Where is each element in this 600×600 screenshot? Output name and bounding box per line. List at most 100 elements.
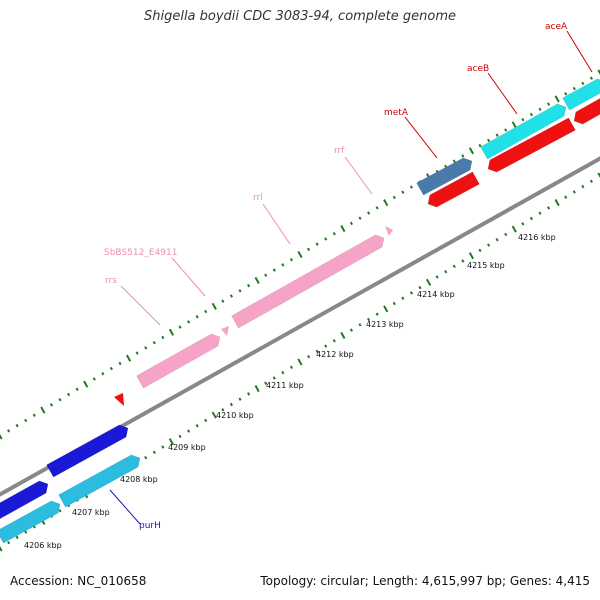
small-red-arrow[interactable] bbox=[114, 393, 124, 406]
inner-tick-43 bbox=[367, 317, 371, 322]
gene-label-purH[interactable]: purH bbox=[139, 521, 161, 531]
outer-tick-2 bbox=[15, 423, 19, 428]
outer-tick-33 bbox=[281, 263, 285, 267]
inner-tick-46 bbox=[392, 301, 396, 306]
outer-tick-38 bbox=[324, 237, 328, 241]
outer-tick-67 bbox=[572, 86, 576, 91]
outer-tick-36 bbox=[307, 247, 311, 252]
inner-tick-52 bbox=[444, 269, 448, 274]
gene-label-aceA[interactable]: aceA bbox=[545, 22, 568, 32]
outer-tick-45 bbox=[383, 199, 389, 207]
inner-tick-64 bbox=[547, 206, 551, 210]
inner-tick-45 bbox=[383, 305, 389, 313]
inner-tick-26 bbox=[221, 408, 225, 412]
gene-rrf-arrow[interactable] bbox=[385, 226, 393, 236]
outer-tick-3 bbox=[24, 418, 28, 423]
outer-tick-43 bbox=[367, 211, 371, 215]
inner-tick-57 bbox=[487, 243, 491, 247]
SbBS512-leader-line bbox=[171, 257, 206, 297]
gene-aceB-arrow[interactable] bbox=[480, 103, 567, 160]
gene-metA-arrow[interactable] bbox=[416, 157, 473, 196]
inner-tick-25 bbox=[211, 411, 217, 419]
inner-tick-40 bbox=[340, 331, 346, 339]
gene-aceA-red-arrow[interactable] bbox=[573, 97, 600, 125]
inner-tick-61 bbox=[521, 222, 525, 226]
inner-tick-36 bbox=[307, 354, 311, 359]
gene-label-aceB[interactable]: aceB bbox=[467, 64, 489, 74]
outer-tick-12 bbox=[101, 372, 105, 376]
gene-metA-red-arrow[interactable] bbox=[427, 171, 480, 208]
inner-tick-69 bbox=[589, 179, 593, 184]
gene-aceB-red-arrow[interactable] bbox=[487, 117, 576, 173]
inner-tick-27 bbox=[229, 402, 233, 407]
outer-tick-70 bbox=[597, 69, 600, 76]
outer-tick-55 bbox=[468, 147, 475, 155]
outer-tick-31 bbox=[264, 273, 268, 277]
inner-tick-56 bbox=[478, 248, 482, 253]
inner-tick-67 bbox=[572, 190, 576, 194]
inner-tick-19 bbox=[161, 445, 165, 449]
inner-tick-7 bbox=[58, 509, 62, 513]
outer-tick-46 bbox=[392, 195, 396, 200]
tick-label-4216: 4216 kbp bbox=[518, 233, 556, 242]
outer-tick-24 bbox=[204, 309, 208, 314]
inner-tick-21 bbox=[178, 434, 182, 439]
inner-tick-68 bbox=[581, 184, 585, 189]
inner-tick-66 bbox=[564, 195, 568, 199]
outer-tick-64 bbox=[547, 102, 551, 106]
inner-tick-29 bbox=[247, 392, 251, 396]
gene-labels: 4206 kbp 4207 kbp 4208 kbp 4209 kbp 4210… bbox=[24, 22, 593, 550]
tick-label-4209: 4209 kbp bbox=[168, 443, 206, 452]
accession-label: Accession: NC_010658 bbox=[10, 574, 147, 588]
gene-aceA-arrow[interactable] bbox=[562, 78, 600, 111]
tick-label-4207: 4207 kbp bbox=[72, 508, 110, 517]
tick-label-4213: 4213 kbp bbox=[366, 320, 404, 329]
tick-label-4214: 4214 kbp bbox=[417, 290, 455, 299]
gene-label-metA[interactable]: metA bbox=[384, 108, 409, 118]
outer-tick-35 bbox=[297, 250, 303, 259]
outer-tick-39 bbox=[332, 232, 336, 236]
metA-leader-line bbox=[404, 116, 438, 159]
gene-lightblue-left-arrow[interactable] bbox=[0, 500, 61, 544]
outer-tick-66 bbox=[564, 92, 568, 96]
inner-tick-62 bbox=[529, 216, 533, 221]
outer-tick-9 bbox=[75, 387, 79, 392]
outer-tick-7 bbox=[58, 397, 62, 402]
outer-tick-11 bbox=[92, 377, 96, 381]
gene-rrs-arrow[interactable] bbox=[136, 333, 221, 389]
inner-tick-24 bbox=[204, 418, 208, 423]
inner-tick-55 bbox=[468, 252, 475, 260]
tick-label-4206: 4206 kbp bbox=[24, 541, 62, 550]
gene-rrl-arrow[interactable] bbox=[231, 234, 385, 329]
inner-tick-49 bbox=[418, 285, 422, 290]
gene-label-rrl[interactable]: rrl bbox=[253, 193, 263, 203]
inner-tick-70 bbox=[597, 172, 600, 179]
outer-tick-65 bbox=[554, 95, 560, 103]
outer-tick-8 bbox=[67, 392, 71, 397]
inner-tick-42 bbox=[358, 323, 362, 327]
outer-tick-17 bbox=[144, 346, 148, 350]
inner-tick-34 bbox=[289, 365, 293, 370]
tick-label-4215: 4215 kbp bbox=[467, 261, 505, 270]
outer-tick-20 bbox=[168, 328, 175, 336]
gene-blue-left-arrow[interactable] bbox=[0, 480, 49, 520]
outer-tick-16 bbox=[135, 351, 139, 355]
gene-features[interactable] bbox=[0, 78, 600, 544]
gene-label-rrf[interactable]: rrf bbox=[334, 146, 345, 156]
inner-tick-marks bbox=[0, 172, 600, 552]
outer-tick-22 bbox=[187, 320, 191, 324]
gene-purH-blue-arrow[interactable] bbox=[46, 424, 129, 478]
topology-summary: Topology: circular; Length: 4,615,997 bp… bbox=[260, 574, 590, 588]
outer-tick-28 bbox=[238, 289, 242, 293]
inner-tick-0 bbox=[0, 545, 3, 552]
gene-label-SbBS512_E4911[interactable]: SbBS512_E4911 bbox=[104, 248, 177, 258]
gene-SbBS512_E4911-arrow[interactable] bbox=[221, 326, 229, 336]
outer-tick-14 bbox=[118, 361, 122, 366]
gene-label-rrs[interactable]: rrs bbox=[105, 276, 117, 286]
inner-tick-38 bbox=[324, 344, 328, 348]
gene-purH-lightblue-arrow[interactable] bbox=[58, 454, 141, 508]
outer-tick-69 bbox=[589, 76, 593, 80]
outer-tick-25 bbox=[211, 302, 217, 310]
inner-tick-63 bbox=[538, 211, 542, 215]
tick-label-4212: 4212 kbp bbox=[316, 350, 354, 359]
